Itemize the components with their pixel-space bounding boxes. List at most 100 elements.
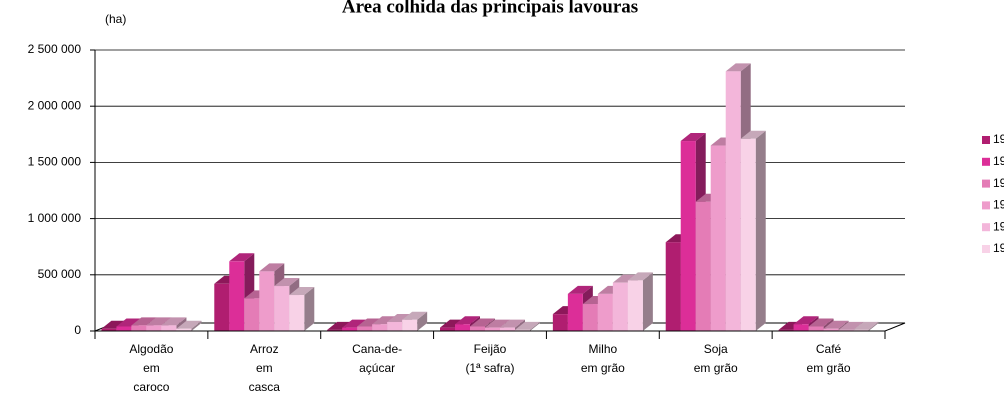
bar bbox=[740, 130, 766, 331]
bar-top bbox=[470, 318, 495, 327]
y-tick-label: 500 000 bbox=[38, 267, 82, 281]
bar-side bbox=[530, 321, 540, 331]
bar-top bbox=[402, 311, 428, 320]
legend-label: 1991 bbox=[993, 176, 1004, 190]
bar-front bbox=[402, 319, 418, 331]
legend-swatch bbox=[982, 179, 990, 188]
y-tick-label: 0 bbox=[74, 323, 81, 337]
bar-front bbox=[342, 327, 358, 331]
bar-top bbox=[680, 133, 706, 142]
bar-front bbox=[146, 325, 162, 331]
bar-front bbox=[515, 329, 530, 331]
bar-front bbox=[582, 304, 598, 331]
bar-front bbox=[161, 325, 177, 331]
legend-swatch bbox=[982, 223, 990, 232]
bar-top bbox=[808, 318, 834, 327]
bar-front bbox=[274, 286, 290, 331]
bar bbox=[176, 320, 202, 331]
bar-top bbox=[161, 317, 187, 326]
bar-front bbox=[289, 295, 305, 331]
bar bbox=[627, 272, 653, 331]
bar-side bbox=[191, 320, 202, 331]
bar-top bbox=[229, 253, 255, 262]
legend-label: 1985 bbox=[993, 132, 1004, 146]
bar-front bbox=[695, 201, 711, 331]
bar-top bbox=[274, 278, 300, 287]
bar-top bbox=[823, 320, 849, 329]
bar-side bbox=[642, 272, 653, 331]
bar-top bbox=[342, 319, 368, 328]
bar-top bbox=[500, 319, 525, 328]
bar-front bbox=[725, 71, 741, 331]
bar-front bbox=[612, 282, 628, 331]
legend-swatch bbox=[982, 157, 990, 166]
bar-front bbox=[214, 283, 230, 331]
bar-top bbox=[176, 320, 202, 329]
bar-front bbox=[778, 329, 794, 331]
bar-top bbox=[612, 274, 638, 283]
legend-label: 1995 bbox=[993, 219, 1004, 233]
bar-side bbox=[868, 321, 879, 331]
bar-front bbox=[823, 328, 839, 331]
bar-top bbox=[289, 287, 315, 296]
bar-front bbox=[440, 327, 455, 331]
bar-front bbox=[116, 326, 132, 331]
bar-top bbox=[372, 316, 398, 325]
y-axis-label: (ha) bbox=[105, 12, 126, 26]
bar-top bbox=[793, 316, 819, 325]
bar-top bbox=[131, 317, 157, 326]
bar-top bbox=[387, 314, 413, 323]
bar bbox=[402, 311, 428, 331]
bar-front bbox=[455, 324, 470, 331]
bar-front bbox=[665, 242, 681, 331]
bar-front bbox=[244, 298, 260, 331]
legend-label: 1989 bbox=[993, 154, 1004, 168]
x-tick-label: Soja em grão bbox=[693, 342, 738, 375]
bar bbox=[853, 321, 879, 331]
y-tick-label: 1 000 000 bbox=[28, 211, 82, 225]
legend-label: 1996 bbox=[993, 241, 1004, 255]
bar-top bbox=[838, 321, 864, 330]
bar-top bbox=[725, 63, 751, 72]
y-tick-label: 1 500 000 bbox=[28, 155, 82, 169]
bar-front bbox=[131, 325, 147, 331]
bar-front bbox=[101, 328, 117, 331]
bar-front bbox=[500, 327, 515, 331]
bar-top bbox=[327, 321, 353, 330]
bar-top bbox=[357, 318, 383, 327]
legend-swatch bbox=[982, 245, 990, 253]
x-tick-label: Arroz em casca bbox=[248, 342, 280, 394]
bar-front bbox=[470, 326, 485, 331]
bar-front bbox=[627, 280, 643, 331]
bar-top bbox=[627, 272, 653, 281]
chart-title: Área colhida das principais lavouras bbox=[342, 0, 638, 17]
bar-front bbox=[808, 326, 824, 331]
bar-front bbox=[552, 314, 568, 331]
bar-front bbox=[176, 328, 192, 331]
bar-top bbox=[146, 317, 172, 326]
bar-front bbox=[357, 326, 373, 331]
bar-top bbox=[567, 285, 593, 294]
bar-top bbox=[101, 320, 127, 329]
bar-top bbox=[116, 318, 142, 327]
legend-label: 1993 bbox=[993, 198, 1004, 212]
bar-front bbox=[567, 293, 583, 331]
bar-front bbox=[327, 329, 343, 331]
x-tick-label: Milho em grão bbox=[580, 342, 625, 375]
y-tick-label: 2 500 000 bbox=[28, 42, 82, 56]
bar bbox=[289, 287, 315, 331]
bar-front bbox=[710, 145, 726, 331]
bar-front bbox=[259, 271, 275, 331]
bar-front bbox=[597, 293, 613, 331]
bar bbox=[515, 321, 540, 331]
legend-swatch bbox=[982, 201, 990, 210]
bar-front bbox=[372, 324, 388, 331]
legend-swatch bbox=[982, 136, 990, 144]
x-tick-label: Cana-de- açúcar bbox=[352, 342, 403, 375]
bar-side bbox=[755, 130, 766, 331]
bar-front bbox=[793, 324, 809, 331]
bar-top bbox=[455, 316, 480, 325]
x-tick-label: Café em grão bbox=[806, 342, 851, 375]
